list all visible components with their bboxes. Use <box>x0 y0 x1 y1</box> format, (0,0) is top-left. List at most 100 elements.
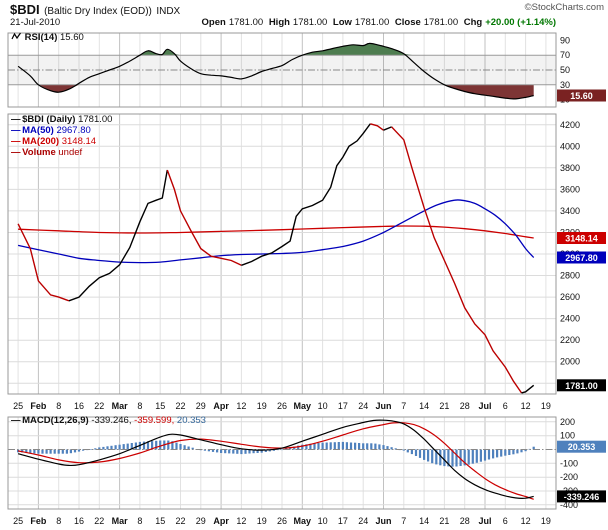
macd-histogram-bar <box>29 449 32 454</box>
low-label: Low <box>332 17 352 28</box>
macd-histogram-bar <box>61 449 64 454</box>
high-value: 1781.00 <box>292 17 328 28</box>
macd-histogram-bar <box>37 449 40 454</box>
x-axis-label: 24 <box>358 516 368 526</box>
ma200-line-swatch: — <box>11 136 20 147</box>
x-axis-labels-bottom: 25 Feb 8 16 22 Mar 8 15 22 29 Apr 12 19 26 May 10 17 24 Ju… <box>13 516 551 526</box>
x-axis-label: Feb <box>30 516 47 526</box>
macd-histogram-bar <box>248 449 251 454</box>
macd-histogram-bar <box>463 449 466 466</box>
macd-histogram-bar <box>427 449 430 462</box>
macd-histogram-bar <box>341 441 344 450</box>
copyright: ©StockCharts.com <box>524 2 604 13</box>
volume-legend-value: undef <box>58 147 83 158</box>
axis-badge <box>557 251 606 264</box>
ma200-legend-name: MA(200) <box>22 136 60 147</box>
macd-histogram-bar <box>370 443 373 450</box>
macd-histogram-bar <box>435 449 438 465</box>
x-axis-label: 19 <box>541 401 551 411</box>
macd-histogram-bar <box>467 449 470 465</box>
x-axis-label: 10 <box>318 401 328 411</box>
macd-histogram-bar <box>240 449 243 455</box>
macd-histogram-bar <box>496 449 499 458</box>
macd-histogram-bar <box>354 442 357 450</box>
x-axis-label: 28 <box>460 516 470 526</box>
price-line-segment <box>68 169 168 302</box>
chg-label: Chg <box>463 17 483 28</box>
x-axis-label: 15 <box>155 401 165 411</box>
rsi-legend-value: 15.60 <box>60 32 84 43</box>
macd-histogram-bar <box>345 442 348 450</box>
x-axis-label: 15 <box>155 516 165 526</box>
x-axis-label: 8 <box>137 516 142 526</box>
ma50-line-swatch: — <box>11 125 20 136</box>
macd-histogram-bar <box>272 449 275 451</box>
x-axis-label: 8 <box>56 401 61 411</box>
macd-legend-v1: -339.246, <box>91 415 132 426</box>
price-line-swatch: — <box>11 114 20 125</box>
y-axis-label: -400 <box>560 500 578 510</box>
macd-histogram-bar <box>98 447 101 450</box>
price-line-segment <box>370 123 384 131</box>
y-axis-label: 100 <box>560 431 575 441</box>
macd-histogram-bar <box>25 449 28 453</box>
legend-row-ma200: — MA(200) 3148.14 <box>11 136 112 147</box>
macd-histogram-bar <box>516 449 519 454</box>
chart-header-line1: $BDI (Baltic Dry Index (EOD)) INDX <box>10 1 180 19</box>
x-axis-label: 12 <box>236 516 246 526</box>
price-line-segment <box>166 169 242 266</box>
macd-histogram-bar <box>155 440 158 450</box>
macd-histogram-bar <box>244 449 247 454</box>
macd-histogram-bar <box>151 441 154 450</box>
axis-badge <box>557 490 606 503</box>
price-legend-name: $BDI (Daily) <box>22 114 76 125</box>
open-value: 1781.00 <box>228 17 264 28</box>
macd-histogram-bar <box>65 449 68 454</box>
legend-row-price: — $BDI (Daily) 1781.00 <box>11 114 112 125</box>
macd-histogram-bar <box>325 442 328 450</box>
x-axis-label: Jul <box>478 401 491 411</box>
macd-histogram-bar <box>504 449 507 456</box>
axis-badge <box>557 232 606 244</box>
macd-histogram-bar <box>122 444 125 450</box>
macd-histogram-bar <box>187 446 190 450</box>
y-axis-label: 4000 <box>560 141 580 151</box>
macd-histogram-bar <box>33 449 36 454</box>
price-legend: — $BDI (Daily) 1781.00 — MA(50) 2967.80 … <box>11 114 112 158</box>
chart-date: 21-Jul-2010 <box>10 17 61 28</box>
macd-histogram-bar <box>455 449 458 467</box>
price-line-segment <box>241 123 371 266</box>
macd-histogram-bar <box>57 449 60 454</box>
x-axis-label: 25 <box>13 516 23 526</box>
macd-histogram-bar <box>224 449 227 454</box>
macd-histogram-bar <box>289 447 292 450</box>
macd-histogram-bar <box>366 443 369 450</box>
rsi-oversold-fill <box>18 84 534 99</box>
svg-text:-339.246: -339.246 <box>564 492 600 502</box>
x-axis-label: 21 <box>439 516 449 526</box>
price-line-segment <box>521 384 535 394</box>
axis-badge <box>557 440 606 453</box>
macd-histogram-bar <box>207 449 210 452</box>
macd-histogram-bar <box>73 449 77 453</box>
macd-legend-v2: -359.599, <box>134 415 175 426</box>
x-axis-label: 8 <box>56 516 61 526</box>
macd-histogram-bar <box>94 448 97 450</box>
price-legend-value: 1781.00 <box>78 114 113 125</box>
price-line-segment <box>391 126 523 394</box>
macd-histogram-bar <box>102 446 105 450</box>
macd-histogram-bar <box>431 449 434 464</box>
x-axis-label: 6 <box>503 516 508 526</box>
svg-text:20.353: 20.353 <box>568 442 596 452</box>
rsi-legend: RSI(14) 15.60 <box>11 32 84 43</box>
macd-histogram-bar <box>142 441 146 450</box>
y-axis-label: 3800 <box>560 163 580 173</box>
ohlc-row: Open 1781.00 High 1781.00 Low 1781.00 Close… <box>199 17 556 28</box>
macd-histogram-bar <box>77 449 81 452</box>
macd-histogram-bar <box>301 444 304 450</box>
x-axis-label: 22 <box>94 516 104 526</box>
x-axis-label: 7 <box>401 401 406 411</box>
macd-histogram-bar <box>211 449 215 452</box>
macd-histogram-bar <box>175 442 178 450</box>
